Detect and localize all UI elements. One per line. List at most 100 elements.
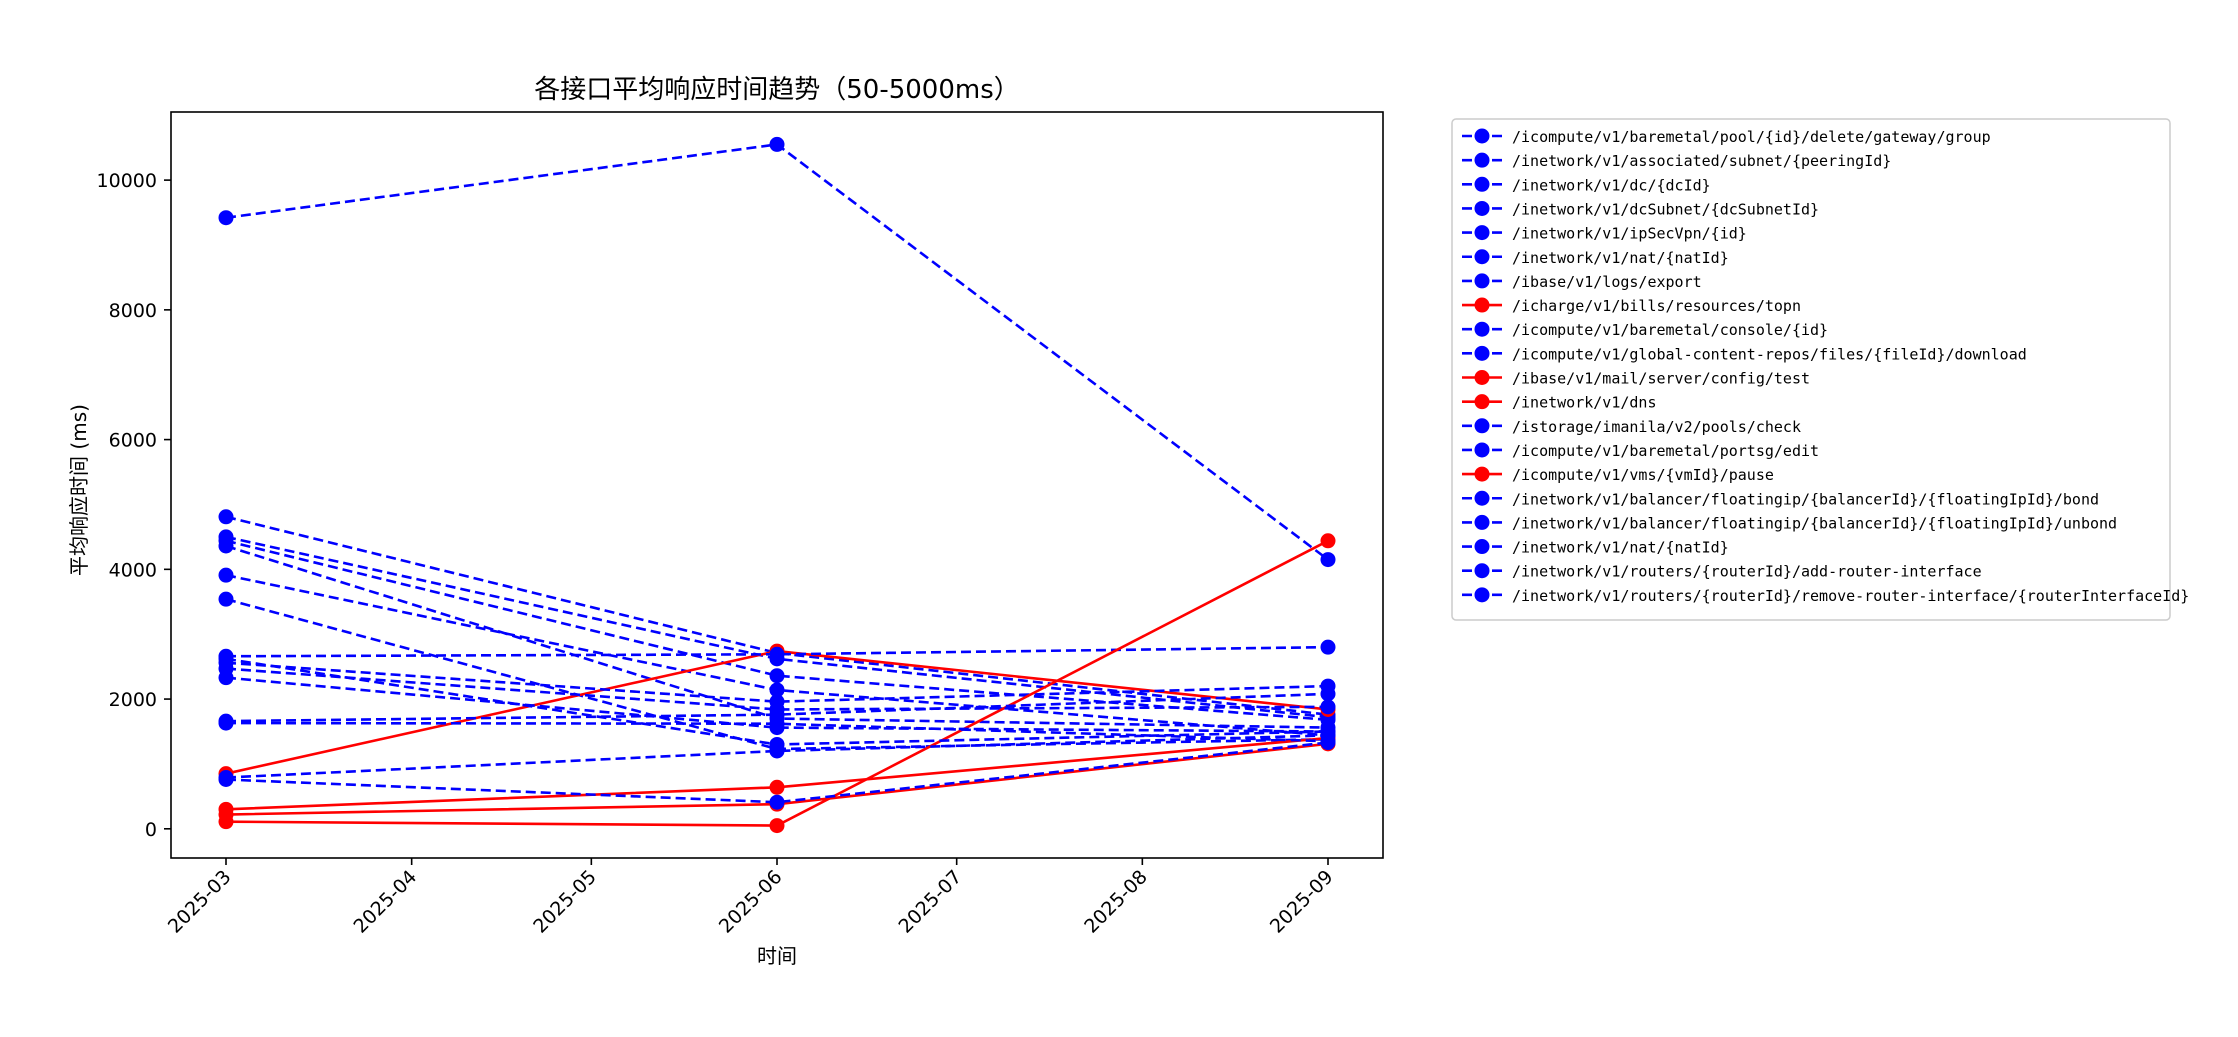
series-line: [225, 539, 1329, 722]
data-point: [218, 591, 234, 607]
legend-marker: [1474, 225, 1490, 241]
legend-marker: [1474, 152, 1490, 168]
series-line: [225, 143, 1329, 561]
legend-item: /inetwork/v1/associated/subnet/{peeringI…: [1462, 152, 1891, 170]
legend-item: /istorage/imanila/v2/pools/check: [1462, 418, 1801, 436]
x-tick-label: 2025-08: [1080, 866, 1152, 938]
legend-item: /icompute/v1/vms/{vmId}/pause: [1462, 466, 1774, 484]
data-point: [1320, 639, 1336, 655]
y-tick-label: 4000: [109, 559, 157, 581]
legend-label: /inetwork/v1/routers/{routerId}/add-rout…: [1512, 563, 1982, 581]
legend-marker: [1474, 539, 1490, 555]
legend-box: [1451, 118, 2171, 621]
legend-item: /inetwork/v1/routers/{routerId}/remove-r…: [1462, 587, 2189, 605]
legend-label: /inetwork/v1/ipSecVpn/{id}: [1512, 225, 1747, 243]
y-axis-label: 平均响应时间 (ms): [67, 404, 91, 576]
legend-item: /inetwork/v1/dc/{dcId}: [1462, 176, 1711, 194]
series-line: [225, 661, 1329, 703]
legend-item: /icompute/v1/baremetal/portsg/edit: [1462, 442, 1819, 460]
series-19: [218, 735, 1336, 810]
data-point: [1320, 699, 1336, 715]
legend-label: /inetwork/v1/nat/{natId}: [1512, 249, 1729, 267]
legend-item: /inetwork/v1/dns: [1462, 394, 1657, 412]
legend-marker: [1474, 200, 1490, 216]
data-point: [1320, 735, 1336, 751]
plot-area: [218, 136, 1336, 834]
legend-marker: [1474, 514, 1490, 530]
legend-marker: [1474, 345, 1490, 361]
legend-item: /icharge/v1/bills/resources/topn: [1462, 297, 1801, 315]
data-point: [1320, 686, 1336, 702]
legend-label: /inetwork/v1/routers/{routerId}/remove-r…: [1512, 587, 2189, 605]
legend-marker: [1474, 249, 1490, 265]
data-point: [769, 136, 785, 152]
legend-label: /icharge/v1/bills/resources/topn: [1512, 297, 1801, 315]
series-line: [225, 645, 1329, 658]
series-6: [218, 567, 1336, 743]
y-tick-label: 8000: [109, 300, 157, 322]
legend-label: /inetwork/v1/balancer/floatingip/{balanc…: [1512, 514, 2117, 532]
series-line: [225, 676, 1329, 733]
data-point: [769, 818, 785, 834]
legend-marker: [1474, 587, 1490, 603]
chart-title: 各接口平均响应时间趋势（50-5000ms）: [534, 75, 1020, 105]
x-tick-label: 2025-03: [164, 866, 236, 938]
y-tick-label: 10000: [97, 170, 157, 192]
legend: /icompute/v1/baremetal/pool/{id}/delete/…: [1451, 118, 2189, 621]
series-line: [225, 667, 1329, 711]
x-axis-label: 时间: [757, 944, 797, 968]
series-line: [225, 515, 1329, 716]
data-point: [218, 567, 234, 583]
legend-label: /inetwork/v1/dc/{dcId}: [1512, 176, 1711, 194]
series-line: [225, 741, 1329, 804]
data-point: [218, 651, 234, 667]
data-point: [769, 682, 785, 698]
legend-label: /ibase/v1/logs/export: [1512, 273, 1702, 291]
y-tick-label: 2000: [109, 689, 157, 711]
legend-marker: [1474, 466, 1490, 482]
legend-label: /inetwork/v1/balancer/floatingip/{balanc…: [1512, 490, 2099, 508]
data-point: [218, 509, 234, 525]
series-20: [218, 651, 1336, 752]
data-point: [218, 807, 234, 823]
legend-item: /inetwork/v1/routers/{routerId}/add-rout…: [1462, 563, 1982, 581]
legend-marker: [1474, 321, 1490, 337]
legend-item: /icompute/v1/global-content-repos/files/…: [1462, 345, 2027, 363]
legend-item: /inetwork/v1/dcSubnet/{dcSubnetId}: [1462, 200, 1819, 218]
legend-label: /ibase/v1/mail/server/config/test: [1512, 370, 1810, 388]
x-tick-label: 2025-05: [529, 866, 601, 938]
data-point: [218, 210, 234, 226]
series-line: [225, 692, 1329, 723]
data-point: [218, 715, 234, 731]
legend-label: /inetwork/v1/associated/subnet/{peeringI…: [1512, 152, 1891, 170]
legend-label: /icompute/v1/baremetal/console/{id}: [1512, 321, 1828, 339]
legend-label: /inetwork/v1/nat/{natId}: [1512, 539, 1729, 557]
y-tick-label: 0: [145, 819, 157, 841]
x-tick-label: 2025-07: [895, 866, 967, 938]
series-line: [225, 721, 1329, 743]
legend-label: /icompute/v1/global-content-repos/files/…: [1512, 345, 2027, 363]
data-point: [769, 646, 785, 662]
legend-marker: [1474, 370, 1490, 385]
legend-label: /icompute/v1/vms/{vmId}/pause: [1512, 466, 1774, 484]
legend-marker: [1474, 128, 1490, 144]
x-tick-label: 2025-04: [350, 866, 422, 938]
legend-label: /inetwork/v1/dcSubnet/{dcSubnetId}: [1512, 200, 1819, 218]
legend-item: /ibase/v1/logs/export: [1462, 273, 1702, 291]
data-point: [218, 772, 234, 788]
legend-item: /inetwork/v1/nat/{natId}: [1462, 539, 1729, 557]
data-point: [769, 779, 785, 795]
data-point: [218, 670, 234, 686]
legend-label: /icompute/v1/baremetal/pool/{id}/delete/…: [1512, 128, 1991, 146]
data-point: [1320, 533, 1336, 549]
legend-marker: [1474, 490, 1490, 506]
legend-item: /ibase/v1/mail/server/config/test: [1462, 370, 1810, 388]
legend-item: /inetwork/v1/nat/{natId}: [1462, 249, 1729, 267]
legend-marker: [1474, 394, 1490, 410]
series-1: [218, 136, 1336, 568]
legend-label: /inetwork/v1/dns: [1512, 394, 1657, 412]
legend-label: /istorage/imanila/v2/pools/check: [1512, 418, 1801, 436]
data-point: [1320, 552, 1336, 568]
